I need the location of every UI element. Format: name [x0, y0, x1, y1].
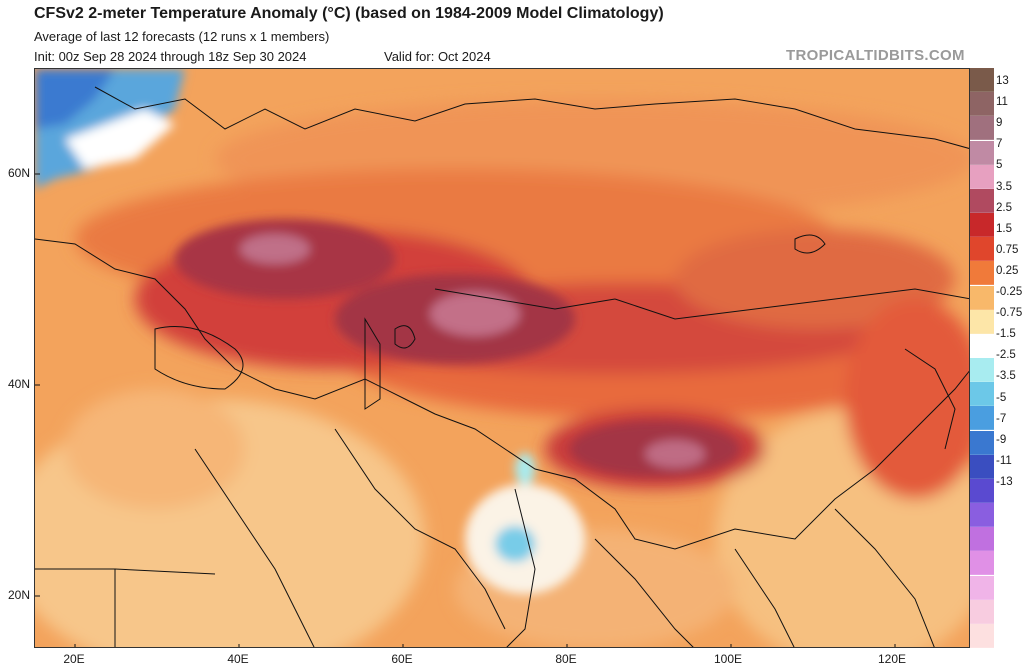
colorbar-label: 13	[996, 75, 1009, 87]
colorbar-label: 0.75	[996, 243, 1019, 256]
colorbar-label: 2.5	[996, 201, 1012, 214]
colorbar-swatch	[970, 188, 994, 213]
header: CFSv2 2-meter Temperature Anomaly (°C) (…	[0, 0, 1024, 68]
colorbar-label: -13	[996, 475, 1013, 488]
colorbar-swatch	[970, 358, 994, 383]
valid-time: Valid for: Oct 2024	[384, 49, 491, 64]
anomaly-map	[34, 68, 970, 648]
colorbar-swatch	[970, 430, 994, 455]
colorbar-swatch	[970, 140, 994, 165]
colorbar-label: -0.75	[996, 307, 1023, 320]
colorbar-swatch	[970, 551, 994, 576]
colorbar-swatch	[970, 527, 994, 552]
colorbar-label: -2.5	[996, 349, 1016, 362]
colorbar-label: -11	[996, 454, 1012, 467]
graticule-ticks	[35, 173, 896, 647]
colorbar-swatch	[970, 237, 994, 262]
lon-label-40e: 40E	[227, 652, 249, 666]
colorbar-swatch	[970, 406, 994, 431]
lat-label-60n: 60N	[7, 166, 30, 180]
init-time: Init: 00z Sep 28 2024 through 18z Sep 30…	[34, 49, 307, 64]
colorbar-label: 3.5	[996, 180, 1012, 193]
colorbar-swatch	[970, 92, 994, 117]
colorbar-label: 5	[996, 159, 1003, 172]
anomaly-field	[35, 69, 969, 647]
colorbar-label: 11	[996, 96, 1008, 109]
coastline-lines	[35, 86, 969, 647]
colorbar-swatch	[970, 333, 994, 358]
colorbar-label: -1.5	[996, 328, 1016, 341]
colorbar-swatch	[970, 164, 994, 189]
colorbar-swatch	[970, 478, 994, 503]
colorbar-swatch	[970, 575, 994, 600]
source-watermark: TROPICALTIDBITS.COM	[786, 47, 965, 64]
lat-label-20n: 20N	[7, 588, 30, 602]
colorbar-swatch	[970, 454, 994, 479]
colorbar-swatch	[970, 382, 994, 407]
colorbar-label: -0.25	[996, 286, 1023, 298]
lon-label-100e: 100E	[713, 652, 743, 666]
lon-label-60e: 60E	[391, 652, 413, 666]
colorbar-label: 1.5	[996, 222, 1012, 235]
colorbar-label: -5	[996, 391, 1007, 404]
colorbar-swatch	[970, 116, 994, 141]
map-subtitle: Average of last 12 forecasts (12 runs x …	[34, 29, 330, 44]
colorbar-label: 0.25	[996, 264, 1019, 277]
colorbar-swatch	[970, 261, 994, 286]
colorbar-swatch	[970, 599, 994, 624]
colorbar-label: -3.5	[996, 370, 1016, 383]
colorbar-swatch	[970, 623, 994, 648]
colorbar-label: -9	[996, 433, 1007, 446]
lon-label-20e: 20E	[63, 652, 85, 666]
lon-label-120e: 120E	[877, 652, 907, 666]
colorbar-swatch	[970, 285, 994, 310]
lat-label-40n: 40N	[7, 377, 30, 391]
map-title: CFSv2 2-meter Temperature Anomaly (°C) (…	[34, 5, 664, 22]
colorbar-label: 7	[996, 138, 1003, 151]
lon-label-80e: 80E	[555, 652, 577, 666]
colorbar-swatch	[970, 503, 994, 528]
colorbar-label: -7	[996, 412, 1007, 425]
colorbar-swatch	[970, 213, 994, 238]
colorbar-swatch	[970, 68, 994, 93]
colorbar-label: 9	[996, 117, 1003, 130]
colorbar-swatch	[970, 309, 994, 334]
colorbar-legend: 13 11 9 7 5 3.5 2.5 1.5 0.75 0.25 -0.25 -0.75 -1.5 -2…	[970, 68, 1024, 648]
